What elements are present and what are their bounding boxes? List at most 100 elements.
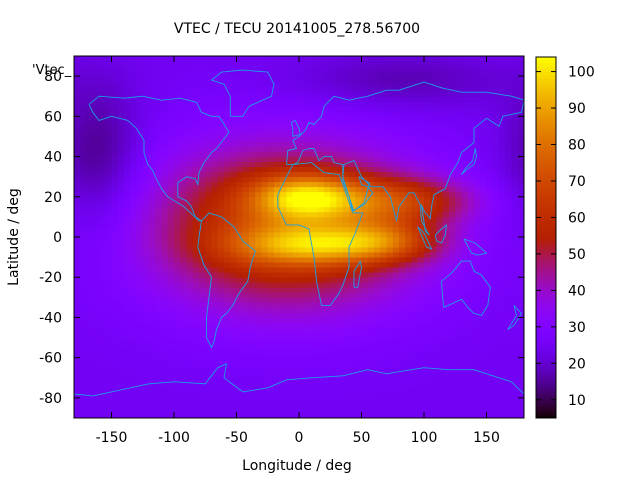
heatmap-cell	[336, 141, 344, 147]
heatmap-cell	[242, 156, 250, 162]
heatmap-cell	[136, 111, 144, 117]
heatmap-cell	[155, 342, 162, 349]
heatmap-cell	[236, 387, 244, 394]
heatmap-cell	[336, 337, 344, 343]
heatmap-cell	[267, 257, 275, 263]
heatmap-cell	[330, 272, 337, 278]
heatmap-cell	[411, 151, 419, 157]
heatmap-cell	[430, 231, 437, 238]
heatmap-cell	[461, 86, 469, 92]
heatmap-cell	[424, 317, 431, 323]
heatmap-cell	[167, 176, 175, 183]
heatmap-cell	[180, 81, 187, 87]
heatmap-cell	[430, 282, 437, 288]
heatmap-cell	[142, 201, 150, 208]
heatmap-cell	[205, 66, 212, 72]
heatmap-cell	[230, 307, 237, 313]
heatmap-cell	[311, 146, 319, 152]
heatmap-cell	[274, 146, 281, 152]
heatmap-cell	[492, 186, 500, 193]
heatmap-cell	[180, 402, 187, 409]
heatmap-cell	[99, 412, 106, 419]
heatmap-cell	[249, 237, 256, 243]
heatmap-cell	[199, 161, 206, 168]
heatmap-cell	[480, 166, 487, 173]
heatmap-cell	[324, 377, 331, 384]
heatmap-cell	[274, 131, 281, 137]
heatmap-cell	[180, 91, 187, 97]
heatmap-cell	[74, 347, 81, 354]
heatmap-cell	[286, 181, 294, 188]
heatmap-cell	[392, 327, 400, 333]
heatmap-cell	[380, 71, 387, 77]
heatmap-cell	[274, 76, 281, 82]
heatmap-cell	[442, 111, 450, 117]
heatmap-cell	[455, 397, 462, 404]
heatmap-cell	[180, 56, 187, 62]
heatmap-cell	[267, 161, 275, 168]
heatmap-cell	[299, 352, 306, 359]
heatmap-cell	[149, 237, 156, 243]
heatmap-cell	[367, 231, 375, 238]
heatmap-cell	[105, 317, 112, 323]
heatmap-cell	[324, 136, 331, 142]
heatmap-cell	[436, 141, 444, 147]
heatmap-cell	[349, 181, 356, 188]
heatmap-cell	[349, 216, 356, 223]
heatmap-cell	[305, 392, 312, 399]
heatmap-cell	[461, 136, 469, 142]
heatmap-cell	[392, 101, 400, 107]
heatmap-cell	[117, 166, 125, 173]
heatmap-cell	[86, 96, 94, 102]
heatmap-cell	[305, 106, 312, 112]
heatmap-cell	[367, 382, 375, 389]
heatmap-cell	[492, 367, 500, 374]
heatmap-cell	[136, 56, 144, 62]
heatmap-cell	[317, 131, 325, 137]
heatmap-cell	[505, 307, 512, 313]
heatmap-cell	[492, 106, 500, 112]
heatmap-cell	[255, 166, 262, 173]
heatmap-cell	[136, 141, 144, 147]
heatmap-cell	[305, 131, 312, 137]
heatmap-cell	[311, 322, 319, 328]
heatmap-cell	[161, 292, 169, 298]
heatmap-cell	[161, 402, 169, 409]
heatmap-cell	[74, 317, 81, 323]
heatmap-cell	[205, 96, 212, 102]
heatmap-cell	[411, 287, 419, 293]
heatmap-cell	[330, 287, 337, 293]
heatmap-cell	[280, 277, 287, 283]
heatmap-cell	[411, 347, 419, 354]
heatmap-cell	[186, 392, 194, 399]
heatmap-cell	[217, 402, 225, 409]
heatmap-cell	[324, 372, 331, 379]
heatmap-cell	[217, 387, 225, 394]
heatmap-cell	[386, 392, 394, 399]
heatmap-cell	[436, 206, 444, 213]
heatmap-cell	[442, 161, 450, 168]
heatmap-cell	[436, 151, 444, 157]
heatmap-cell	[499, 186, 506, 193]
heatmap-cell	[355, 191, 362, 198]
heatmap-cell	[292, 216, 300, 223]
heatmap-cell	[411, 307, 419, 313]
heatmap-cell	[330, 96, 337, 102]
heatmap-cell	[86, 146, 94, 152]
heatmap-cell	[161, 231, 169, 238]
heatmap-cell	[424, 71, 431, 77]
heatmap-cell	[192, 237, 200, 243]
heatmap-cell	[86, 397, 94, 404]
heatmap-cell	[261, 262, 269, 268]
heatmap-cell	[317, 242, 325, 248]
heatmap-cell	[74, 322, 81, 328]
heatmap-cell	[267, 312, 275, 318]
heatmap-cell	[130, 397, 137, 404]
heatmap-cell	[405, 347, 412, 354]
heatmap-cell	[105, 312, 112, 318]
heatmap-cell	[436, 171, 444, 178]
heatmap-cell	[192, 191, 200, 198]
heatmap-cell	[342, 412, 350, 419]
heatmap-cell	[211, 111, 219, 117]
heatmap-cell	[142, 106, 150, 112]
